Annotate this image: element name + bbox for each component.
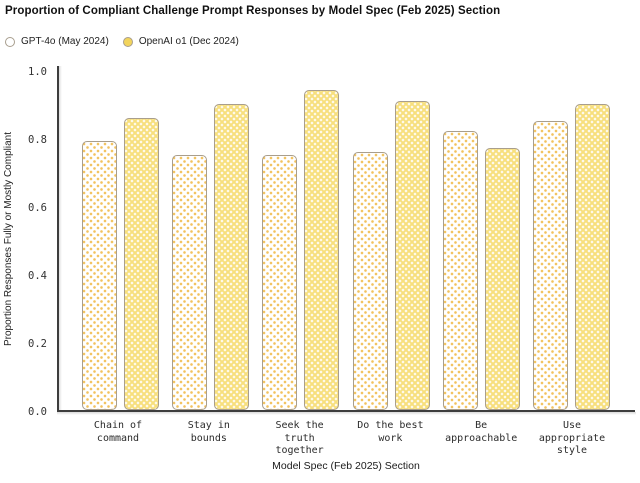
- bar-group-do-the-best-work: [352, 101, 430, 410]
- legend-item-gpt4o: GPT-4o (May 2024): [5, 36, 109, 47]
- legend-item-o1: OpenAI o1 (Dec 2024): [122, 36, 239, 47]
- bar-gpt-4o-may-2024-use-appropriate-style: [533, 121, 569, 410]
- bar-openai-o1-dec-2024-use-appropriate-style: [575, 104, 611, 410]
- o1-circle-marker-icon: [122, 36, 133, 47]
- x-axis-label: Model Spec (Feb 2025) Section: [272, 460, 420, 472]
- bar-group-seek-the-truth-together: [262, 90, 340, 410]
- legend-label-gpt4o: GPT-4o (May 2024): [21, 36, 109, 47]
- bar-group-stay-in-bounds: [171, 104, 249, 410]
- bar-gpt-4o-may-2024-stay-in-bounds: [171, 155, 207, 410]
- bar-gpt-4o-may-2024-do-the-best-work: [352, 152, 388, 410]
- category-label-stay-in-bounds: Stay in bounds: [187, 420, 230, 444]
- bar-group-chain-of-command: [81, 118, 159, 410]
- gpt4o-circle-marker-icon: [5, 36, 15, 47]
- category-label-chain-of-command: Chain of command: [93, 420, 143, 444]
- bar-group-be-approachable: [443, 131, 521, 410]
- y-tick-label-0.2: 0.2: [28, 338, 47, 350]
- chart-title: Proportion of Compliant Challenge Prompt…: [5, 5, 501, 17]
- y-tick-label-0.8: 0.8: [28, 134, 47, 146]
- y-tick-label-0.6: 0.6: [28, 202, 47, 214]
- bar-gpt-4o-may-2024-seek-the-truth-together: [262, 155, 298, 410]
- x-axis-category-labels: Chain of command Stay in bounds Seek the t…: [57, 420, 635, 458]
- category-label-be-approachable: Be approachable: [445, 420, 518, 444]
- bar-openai-o1-dec-2024-chain-of-command: [123, 118, 159, 410]
- bar-openai-o1-dec-2024-seek-the-truth-together: [304, 90, 340, 410]
- y-tick-label-1.0: 1.0: [28, 66, 47, 78]
- category-label-seek-the-truth-together: Seek the truth together: [275, 420, 324, 456]
- bar-openai-o1-dec-2024-stay-in-bounds: [213, 104, 249, 410]
- bar-group-use-appropriate-style: [533, 104, 611, 410]
- bar-gpt-4o-may-2024-chain-of-command: [81, 141, 117, 410]
- legend: GPT-4o (May 2024) OpenAI o1 (Dec 2024): [5, 36, 239, 47]
- y-axis-ticks: 0.0 0.2 0.4 0.6 0.8 1.0: [0, 66, 52, 418]
- category-label-use-appropriate-style: Use appropriate style: [538, 420, 606, 456]
- bar-openai-o1-dec-2024-do-the-best-work: [394, 101, 430, 410]
- category-label-do-the-best-work: Do the best work: [357, 420, 424, 444]
- bar-openai-o1-dec-2024-be-approachable: [485, 148, 521, 410]
- bar-gpt-4o-may-2024-be-approachable: [443, 131, 479, 410]
- plot-area: [57, 66, 636, 415]
- y-tick-label-0.0: 0.0: [28, 406, 47, 418]
- legend-label-o1: OpenAI o1 (Dec 2024): [138, 36, 239, 47]
- y-tick-label-0.4: 0.4: [28, 270, 47, 282]
